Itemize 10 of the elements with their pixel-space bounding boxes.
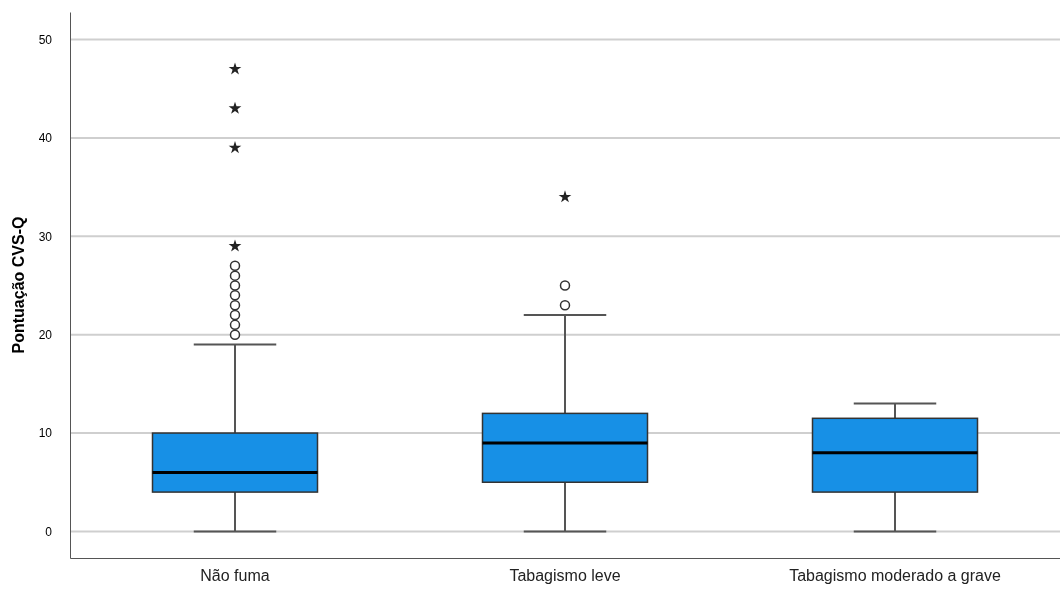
y-axis-title: Pontuação CVS-Q xyxy=(10,216,27,354)
y-tick-label: 20 xyxy=(38,328,53,343)
x-tick-label: Tabagismo leve xyxy=(509,567,621,585)
y-tick-label: 40 xyxy=(38,131,53,146)
x-tick-label: Tabagismo moderado a grave xyxy=(789,567,1001,585)
y-tick-label: 30 xyxy=(38,229,53,244)
y-tick-label: 50 xyxy=(38,32,53,47)
y-tick-label: 0 xyxy=(45,524,53,539)
y-tick-label: 10 xyxy=(38,426,53,441)
x-tick-label: Não fuma xyxy=(200,567,270,585)
